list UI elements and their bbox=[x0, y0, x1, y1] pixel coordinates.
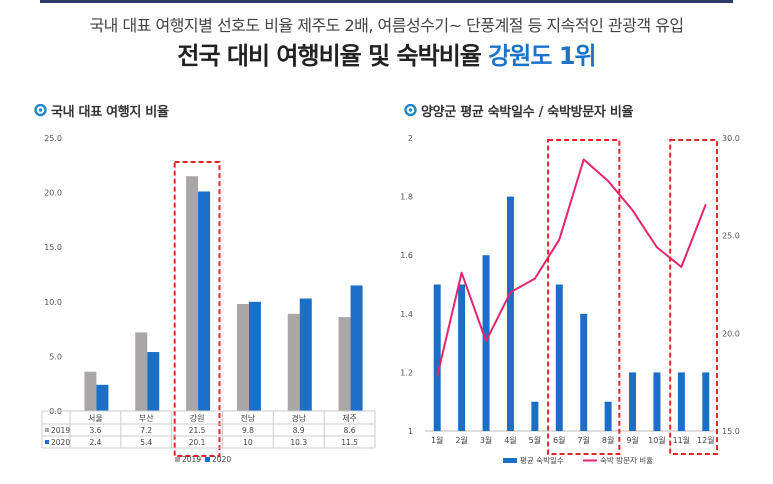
table-series-label: 2020 bbox=[51, 438, 70, 447]
x-month-label: 11월 bbox=[673, 435, 691, 445]
page-subtitle: 국내 대표 여행지별 선호도 비율 제주도 2배, 여름성수기~ 단풍계절 등 … bbox=[89, 16, 684, 35]
left-chart-title: 국내 대표 여행지 비율 bbox=[34, 101, 169, 120]
bar-avg-stay bbox=[629, 372, 637, 431]
bar-2020 bbox=[147, 352, 160, 411]
bar-avg-stay bbox=[677, 372, 685, 431]
x-month-label: 7월 bbox=[577, 435, 589, 445]
right-chart-right-tick-label: 20.0 bbox=[722, 329, 740, 338]
bar-avg-stay bbox=[555, 284, 563, 431]
bar-2020 bbox=[198, 191, 211, 411]
left-y-tick-label: 20.0 bbox=[44, 189, 62, 198]
headline-highlight: 강원도 1위 bbox=[488, 42, 596, 70]
right-chart-left-tick-label: 1.4 bbox=[400, 310, 413, 319]
headline-prefix: 전국 대비 여행비율 및 숙박비율 bbox=[177, 42, 481, 70]
bar-2019 bbox=[135, 332, 148, 411]
legend-label-visitor-ratio: 숙박 방문자 비율 bbox=[600, 455, 653, 465]
x-month-label: 9월 bbox=[626, 435, 638, 445]
bar-avg-stay bbox=[458, 284, 466, 431]
legend-swatch-avg-stay bbox=[503, 458, 517, 463]
right-chart-left-tick-label: 1.2 bbox=[400, 368, 413, 377]
bar-avg-stay bbox=[506, 196, 514, 431]
highlight-box-months bbox=[547, 139, 621, 455]
x-category-label: 제주 bbox=[342, 414, 357, 423]
bar-2019 bbox=[84, 371, 97, 411]
location-pin-icon bbox=[404, 104, 417, 117]
table-value-label: 5.4 bbox=[140, 438, 152, 447]
left-y-tick-label: 5.0 bbox=[49, 352, 62, 361]
line-stay-visitor-ratio bbox=[436, 158, 707, 377]
x-category-label: 강원 bbox=[190, 413, 205, 423]
x-month-label: 6월 bbox=[553, 435, 565, 445]
table-value-label: 2.4 bbox=[89, 438, 101, 447]
table-value-label: 8.6 bbox=[344, 426, 356, 435]
right-chart-left-tick-label: 1.8 bbox=[400, 193, 413, 202]
table-value-label: 9.8 bbox=[242, 426, 254, 435]
page-headline: 전국 대비 여행비율 및 숙박비율 강원도 1위 bbox=[0, 36, 773, 71]
table-value-label: 11.5 bbox=[341, 438, 358, 447]
right-chart-right-tick-label: 25.0 bbox=[722, 232, 740, 241]
bar-avg-stay bbox=[580, 313, 588, 431]
bar-2020 bbox=[350, 285, 363, 411]
highlight-box-months bbox=[669, 139, 719, 455]
x-month-label: 2월 bbox=[455, 435, 467, 445]
bar-2020 bbox=[96, 384, 109, 411]
table-legend-swatch bbox=[45, 440, 49, 444]
legend-swatch-2019 bbox=[175, 457, 180, 462]
x-category-label: 부산 bbox=[139, 413, 154, 423]
right-chart-left-tick-label: 1.6 bbox=[400, 251, 413, 260]
x-category-label: 서울 bbox=[88, 414, 103, 423]
x-month-label: 1월 bbox=[431, 435, 443, 445]
bar-2019 bbox=[236, 303, 249, 411]
x-month-label: 8월 bbox=[602, 435, 614, 445]
location-pin-icon bbox=[34, 104, 47, 117]
bar-2020 bbox=[299, 298, 312, 411]
table-series-label: 2019 bbox=[51, 426, 70, 435]
right-chart-right-tick-label: 30.0 bbox=[722, 134, 740, 143]
bar-avg-stay bbox=[531, 401, 539, 431]
x-month-label: 4월 bbox=[504, 435, 516, 445]
bar-2020 bbox=[248, 301, 261, 411]
bar-avg-stay bbox=[604, 401, 612, 431]
table-value-label: 10.3 bbox=[290, 438, 307, 447]
bar-2019 bbox=[338, 317, 351, 411]
x-month-label: 3월 bbox=[480, 435, 492, 445]
legend-label-2019: 2019 bbox=[182, 455, 201, 464]
bar-2019 bbox=[287, 313, 300, 411]
legend-label-avg-stay: 평균 숙박일수 bbox=[520, 455, 564, 465]
table-value-label: 21.5 bbox=[189, 426, 206, 435]
x-category-label: 전남 bbox=[241, 413, 256, 423]
bar-avg-stay bbox=[653, 372, 661, 431]
table-value-label: 8.9 bbox=[293, 426, 305, 435]
table-value-label: 7.2 bbox=[140, 426, 152, 435]
table-value-label: 20.1 bbox=[189, 438, 206, 447]
bar-avg-stay bbox=[702, 372, 710, 431]
highlight-box-gangwon bbox=[173, 161, 221, 457]
right-chart-left-tick-label: 2 bbox=[408, 134, 413, 143]
left-chart-title-text: 국내 대표 여행지 비율 bbox=[51, 105, 169, 120]
bar-avg-stay bbox=[433, 284, 441, 431]
x-month-label: 5월 bbox=[529, 435, 541, 445]
right-chart-right-tick-label: 15.0 bbox=[722, 427, 740, 436]
left-y-tick-label: 25.0 bbox=[44, 134, 62, 143]
bar-2019 bbox=[186, 176, 199, 411]
right-chart-title-text: 양양군 평균 숙박일수 / 숙박방문자 비율 bbox=[421, 105, 634, 120]
table-legend-swatch bbox=[45, 428, 49, 432]
x-category-label: 경남 bbox=[291, 413, 306, 423]
legend-swatch-2020 bbox=[205, 457, 210, 462]
table-value-label: 3.6 bbox=[89, 426, 101, 435]
left-y-tick-label: 15.0 bbox=[44, 243, 62, 252]
x-month-label: 12월 bbox=[697, 435, 715, 445]
legend-label-2020: 2020 bbox=[212, 455, 231, 464]
right-chart-left-tick-label: 1 bbox=[408, 427, 413, 436]
bar-avg-stay bbox=[482, 255, 490, 431]
right-chart-title: 양양군 평균 숙박일수 / 숙박방문자 비율 bbox=[404, 101, 633, 120]
table-value-label: 10 bbox=[243, 438, 253, 447]
top-rule bbox=[40, 0, 733, 3]
x-month-label: 10월 bbox=[648, 435, 666, 445]
left-y-tick-label: 10.0 bbox=[44, 298, 62, 307]
